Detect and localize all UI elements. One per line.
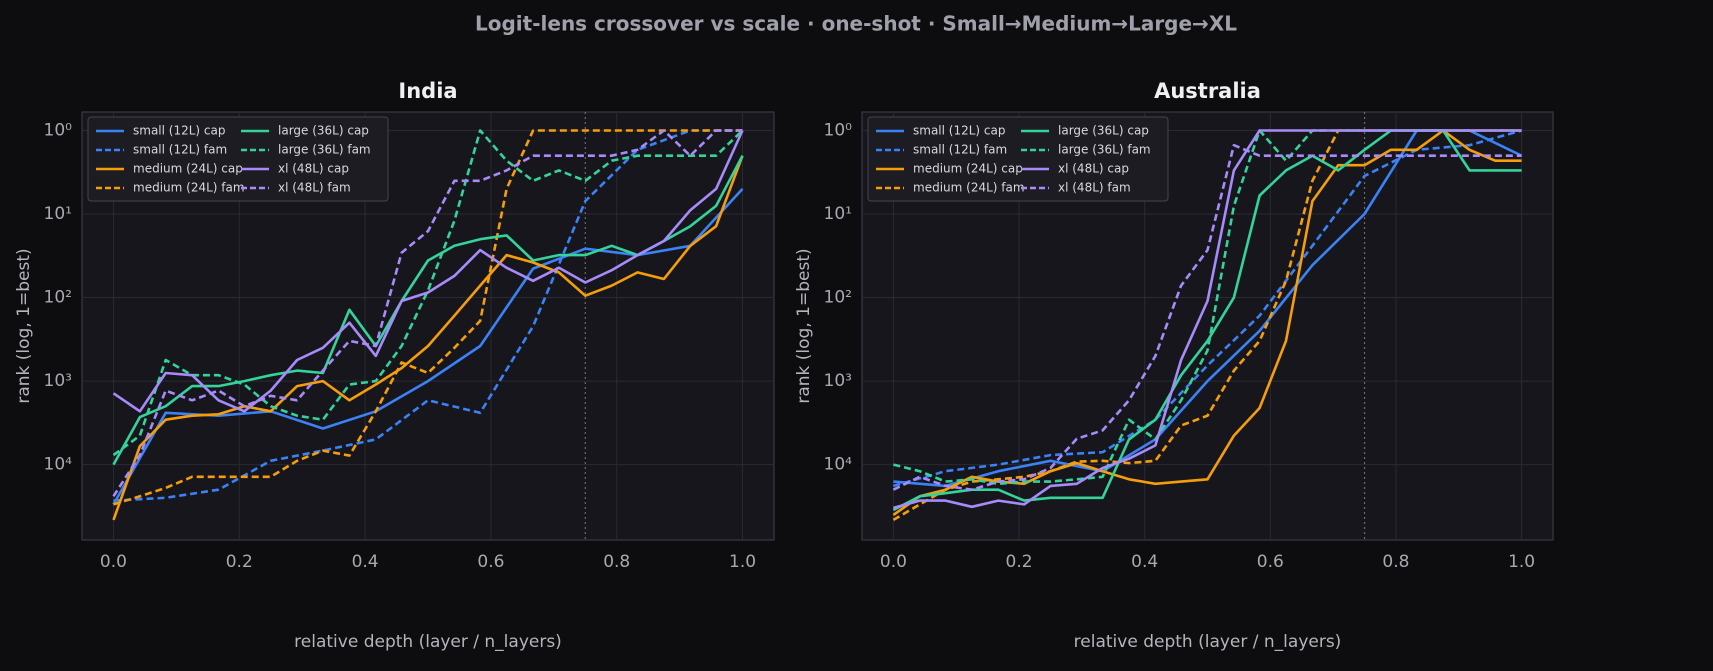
x-tick-label: 0.6	[477, 552, 504, 572]
x-tick-label: 0.4	[1131, 552, 1158, 572]
legend-label: xl (48L) fam	[278, 181, 351, 195]
series-line	[112, 129, 744, 413]
y-tick-label: 10⁰	[824, 121, 853, 141]
legend-label: large (36L) cap	[1058, 124, 1149, 138]
x-tick-label: 1.0	[729, 552, 756, 572]
y-tick-label: 10¹	[824, 204, 852, 224]
legend-label: xl (48L) fam	[1058, 181, 1131, 195]
legend-label: small (12L) fam	[133, 143, 227, 157]
series-line	[112, 129, 744, 457]
x-tick-label: 0.0	[880, 552, 907, 572]
legend-label: large (36L) cap	[278, 124, 369, 138]
panel-title: Australia	[1154, 79, 1261, 103]
y-tick-label: 10³	[824, 371, 852, 391]
series-line	[112, 155, 744, 521]
legend-label: small (12L) cap	[133, 124, 225, 138]
x-tick-label: 0.2	[1006, 552, 1033, 572]
y-tick-label: 10⁴	[824, 455, 853, 475]
legend-label: medium (24L) cap	[913, 162, 1023, 176]
series-line	[113, 129, 743, 502]
panel-title: India	[398, 79, 457, 103]
y-tick-label: 10³	[44, 371, 72, 391]
legend-label: medium (24L) fam	[133, 181, 245, 195]
y-tick-label: 10¹	[44, 204, 72, 224]
legend-label: large (36L) fam	[1058, 143, 1151, 157]
legend-label: large (36L) fam	[278, 143, 371, 157]
legend-box	[87, 116, 389, 202]
series-line	[893, 129, 1522, 510]
x-tick-label: 0.2	[226, 552, 253, 572]
series-line	[112, 129, 743, 498]
legend-label: medium (24L) cap	[133, 162, 243, 176]
legend-label: small (12L) fam	[913, 143, 1007, 157]
y-tick-label: 10²	[44, 288, 72, 308]
legend-label: xl (48L) cap	[1058, 162, 1129, 176]
x-axis-label: relative depth (layer / n_layers)	[1074, 632, 1342, 652]
y-tick-label: 10²	[824, 288, 852, 308]
x-tick-label: 0.4	[352, 552, 379, 572]
legend: small (12L) cap small (12L) fam medium (24…	[867, 116, 1169, 202]
x-tick-label: 0.8	[603, 552, 630, 572]
legend-label: xl (48L) cap	[278, 162, 349, 176]
y-tick-label: 10⁰	[44, 121, 73, 141]
figure-title: Logit-lens crossover vs scale · one-shot…	[475, 12, 1237, 36]
series-line	[893, 129, 1522, 486]
legend-label: small (12L) cap	[913, 124, 1005, 138]
x-tick-label: 0.6	[1257, 552, 1284, 572]
series-line	[113, 129, 743, 506]
y-axis-label: rank (log, 1=best)	[794, 248, 814, 403]
x-tick-label: 0.8	[1382, 552, 1409, 572]
x-tick-label: 1.0	[1508, 552, 1535, 572]
legend: small (12L) cap small (12L) fam medium (24…	[87, 116, 389, 202]
x-axis-label: relative depth (layer / n_layers)	[294, 632, 562, 652]
series-line	[892, 143, 1522, 491]
legend-box	[867, 116, 1169, 202]
y-tick-label: 10⁴	[44, 455, 73, 475]
legend-label: medium (24L) fam	[913, 181, 1025, 195]
y-axis-label: rank (log, 1=best)	[14, 248, 34, 403]
x-tick-label: 0.0	[100, 552, 127, 572]
